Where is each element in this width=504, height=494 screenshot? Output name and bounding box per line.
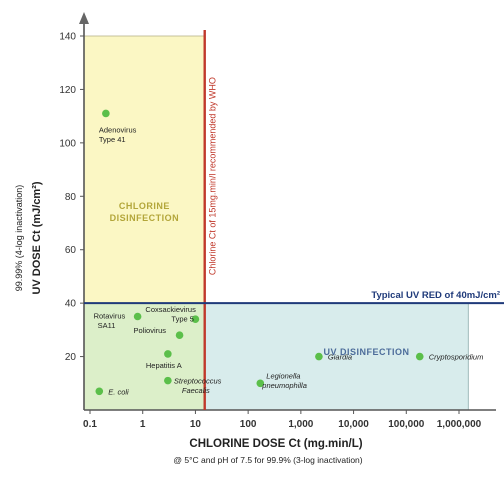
data-point-label: Cryptosporidium (429, 353, 484, 362)
chlorine-region-label: CHLORINE (119, 201, 170, 211)
x-tick-label: 1 (140, 419, 146, 430)
data-point (95, 388, 103, 396)
x-tick-label: 100,000 (388, 419, 425, 430)
x-tick-label: 100 (240, 419, 257, 430)
chlorine-region-label: DISINFECTION (110, 213, 180, 223)
who-chlorine-label: Chlorine Ct of 15mg.min/l recommended by… (208, 77, 218, 275)
data-point (416, 353, 424, 361)
data-point-label: Poliovirus (134, 326, 167, 335)
y-tick-label: 40 (65, 299, 77, 310)
y-axis-arrow (79, 12, 89, 24)
data-point-label: Legionella (266, 371, 300, 380)
y-tick-label: 80 (65, 192, 77, 203)
uv-red-label: Typical UV RED of 40mJ/cm² (371, 290, 500, 301)
data-point-label: Rotavirus (94, 312, 126, 321)
data-point (102, 110, 110, 118)
x-tick-label: 1,000 (288, 419, 313, 430)
data-point-label: Type 5 (171, 315, 194, 324)
data-point-label: Giardia (328, 353, 352, 362)
data-point-label: Type 41 (99, 135, 126, 144)
data-point-label: Hepatitis A (146, 361, 182, 370)
y-tick-label: 20 (65, 352, 77, 363)
data-point (164, 377, 172, 385)
y-tick-label: 120 (59, 85, 76, 96)
data-point-label: SA11 (98, 321, 116, 330)
data-point-label: Streptococcus (174, 377, 222, 386)
data-point-label: pneumophilla (261, 381, 307, 390)
data-point (176, 331, 184, 339)
x-tick-label: 10,000 (338, 419, 369, 430)
data-point-label: E. coli (108, 387, 129, 396)
x-axis-note: @ 5°C and pH of 7.5 for 99.9% (3-log ina… (173, 455, 362, 465)
data-point-label: Adenovirus (99, 125, 137, 134)
y-tick-label: 60 (65, 245, 77, 256)
x-axis-title: CHLORINE DOSE Ct (mg.min/L) (189, 438, 362, 450)
x-tick-label: 10 (190, 419, 202, 430)
y-axis-title: UV DOSE Ct (mJ/cm²) (31, 181, 43, 294)
y-tick-label: 140 (59, 32, 76, 43)
y-axis-note: 99.99% (4-log inactivation) (14, 185, 24, 292)
data-point-label: Faecalis (182, 386, 210, 395)
data-point (164, 350, 172, 358)
x-tick-label: 0.1 (83, 419, 97, 430)
data-point-label: Coxsackievirus (145, 305, 196, 314)
x-tick-label: 1,000,000 (437, 419, 482, 430)
chlorine-region (84, 36, 205, 303)
data-point (315, 353, 323, 361)
y-tick-label: 100 (59, 138, 76, 149)
data-point (134, 313, 142, 321)
